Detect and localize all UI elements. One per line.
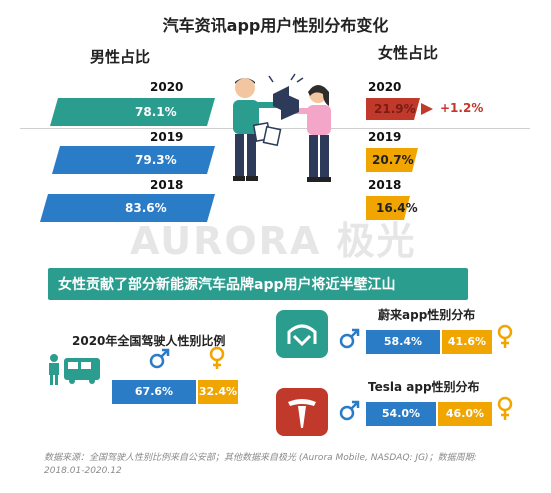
male-pct-2020: 78.1% — [135, 105, 177, 119]
national-female-bar: 32.4% — [198, 380, 238, 404]
male-symbol-icon — [149, 348, 170, 369]
tesla-logo-icon — [276, 388, 328, 436]
footer-source: 数据来源：全国驾驶人性别比例来自公安部；其他数据来自极光 (Aurora Mob… — [44, 452, 534, 478]
nio-male-bar: 58.4% — [366, 330, 440, 354]
watermark: AURORA 极光 — [130, 219, 417, 263]
male-pct-2018: 83.6% — [125, 201, 167, 215]
male-symbol-icon — [339, 328, 360, 349]
people-megaphone-illustration — [233, 73, 331, 182]
tesla-title: Tesla app性别分布 — [368, 380, 480, 394]
year-label-2019-male: 2019 — [150, 130, 184, 144]
footer-line-2: 2018.01-2020.12 — [44, 466, 122, 476]
national-male-bar: 67.6% — [112, 380, 196, 404]
person-bus-icon — [49, 354, 100, 385]
female-bar-2019-shape — [366, 148, 418, 172]
national-title: 2020年全国驾驶人性别比例 — [72, 334, 226, 348]
year-label-2020-female: 2020 — [368, 80, 402, 94]
year-label-2018-male: 2018 — [150, 178, 184, 192]
male-bar-2020-shape — [50, 98, 215, 126]
year-label-2020-male: 2020 — [150, 80, 184, 94]
female-symbol-icon — [209, 346, 225, 369]
year-label-2018-female: 2018 — [368, 178, 402, 192]
male-pct-2019: 79.3% — [135, 153, 177, 167]
male-bar-2019-shape — [52, 146, 215, 174]
nio-title: 蔚来app性别分布 — [378, 308, 476, 322]
female-pct-2020: 21.9% — [374, 102, 416, 116]
tesla-male-bar: 54.0% — [366, 402, 436, 426]
nio-female-bar: 41.6% — [442, 330, 492, 354]
female-header: 女性占比 — [378, 44, 439, 62]
female-pct-2018: 16.4% — [376, 201, 418, 215]
nio-logo-icon — [276, 310, 328, 358]
year-label-2019-female: 2019 — [368, 130, 402, 144]
banner: 女性贡献了部分新能源汽车品牌app用户将近半壁江山 — [48, 268, 468, 300]
female-symbol-icon — [497, 396, 513, 420]
male-symbol-icon — [339, 400, 360, 421]
male-bar-2018-shape — [40, 194, 215, 222]
tesla-female-bar: 46.0% — [438, 402, 492, 426]
footer-line-1: 数据来源：全国驾驶人性别比例来自公安部；其他数据来自极光 (Aurora Mob… — [44, 453, 477, 463]
female-change-2020: +1.2% — [440, 101, 484, 115]
female-bar-2018-shape — [366, 196, 410, 220]
female-pct-2019: 20.7% — [372, 153, 414, 167]
male-header: 男性占比 — [90, 48, 151, 66]
female-symbol-icon — [497, 324, 513, 348]
triangle-up-icon — [421, 103, 433, 115]
female-bar-2020-shape — [366, 98, 420, 120]
page-title: 汽车资讯app用户性别分布变化 — [162, 16, 389, 35]
